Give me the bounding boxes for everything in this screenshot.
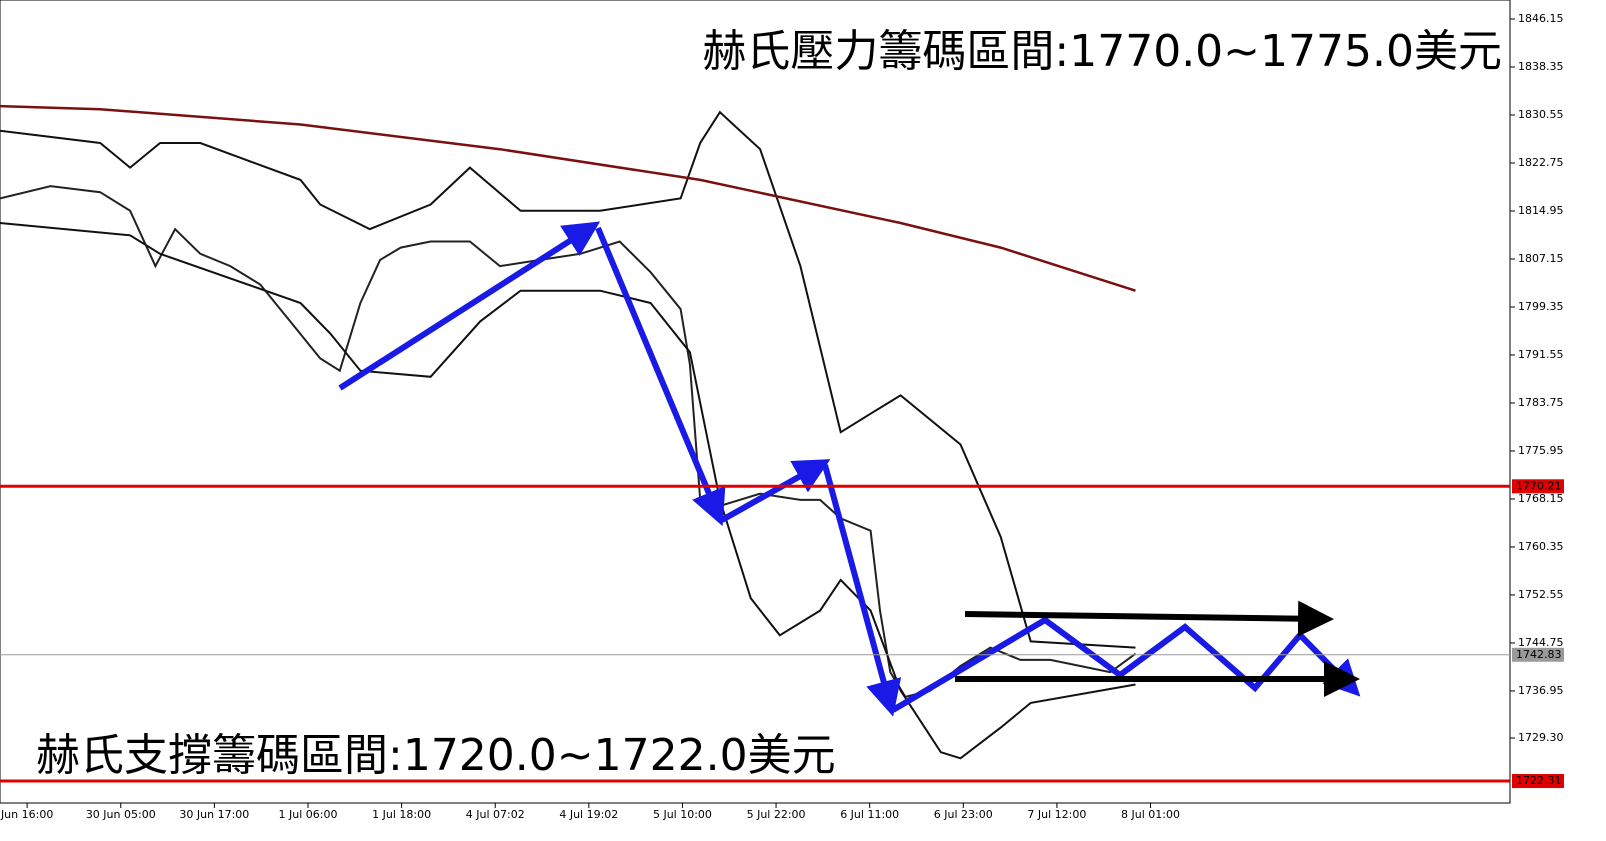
x-tick-label: 4 Jul 19:02: [559, 808, 618, 821]
y-tick-label: 1838.35: [1518, 60, 1564, 73]
series-line: [0, 222, 1136, 760]
x-tick-label: Jun 16:00: [0, 808, 53, 821]
x-tick-label: 8 Jul 01:00: [1121, 808, 1180, 821]
y-tick-label: 1760.35: [1518, 540, 1564, 553]
resistance-annotation: 赫氏壓力籌碼區間:1770.0~1775.0美元: [702, 26, 1502, 77]
x-tick-label: 6 Jul 23:00: [934, 808, 993, 821]
price-label: 1742.83: [1516, 648, 1562, 661]
y-tick-label: 1768.15: [1518, 492, 1564, 505]
plot-area: [0, 0, 1511, 804]
x-tick-label: 1 Jul 06:00: [279, 808, 338, 821]
y-tick-label: 1822.75: [1518, 156, 1564, 169]
y-tick-label: 1791.55: [1518, 348, 1564, 361]
x-tick-label: 30 Jun 05:00: [86, 808, 156, 821]
x-tick-label: 6 Jul 11:00: [840, 808, 899, 821]
y-tick-label: 1752.55: [1518, 588, 1564, 601]
y-tick-label: 1783.75: [1518, 396, 1564, 409]
y-tick-label: 1830.55: [1518, 108, 1564, 121]
series-line: [0, 104, 1136, 292]
x-tick-label: 7 Jul 12:00: [1027, 808, 1086, 821]
x-tick-label: 5 Jul 10:00: [653, 808, 712, 821]
y-tick-label: 1807.15: [1518, 252, 1564, 265]
price-label-box: [1512, 479, 1564, 494]
x-tick-label: 30 Jun 17:00: [179, 808, 249, 821]
y-tick-label: 1775.95: [1518, 444, 1564, 457]
support-annotation: 赫氏支撐籌碼區間:1720.0~1722.0美元: [36, 730, 836, 781]
series-line: [0, 110, 1136, 649]
pattern-arrows: [338, 221, 1361, 717]
y-tick-label: 1729.30: [1518, 731, 1564, 744]
y-tick-label: 1799.35: [1518, 300, 1564, 313]
price-label: 1722.31: [1516, 774, 1562, 787]
y-tick-label: 1814.95: [1518, 204, 1564, 217]
price-label-box: [1512, 774, 1564, 789]
price-label: 1770.21: [1516, 479, 1562, 492]
price-label-box: [1512, 647, 1564, 662]
y-tick-label: 1736.95: [1518, 684, 1564, 697]
x-tick-label: 4 Jul 07:02: [466, 808, 525, 821]
x-tick-label: 1 Jul 18:00: [372, 808, 431, 821]
y-tick-label: 1846.15: [1518, 12, 1564, 25]
y-tick-label: 1744.75: [1518, 636, 1564, 649]
x-tick-label: 5 Jul 22:00: [747, 808, 806, 821]
